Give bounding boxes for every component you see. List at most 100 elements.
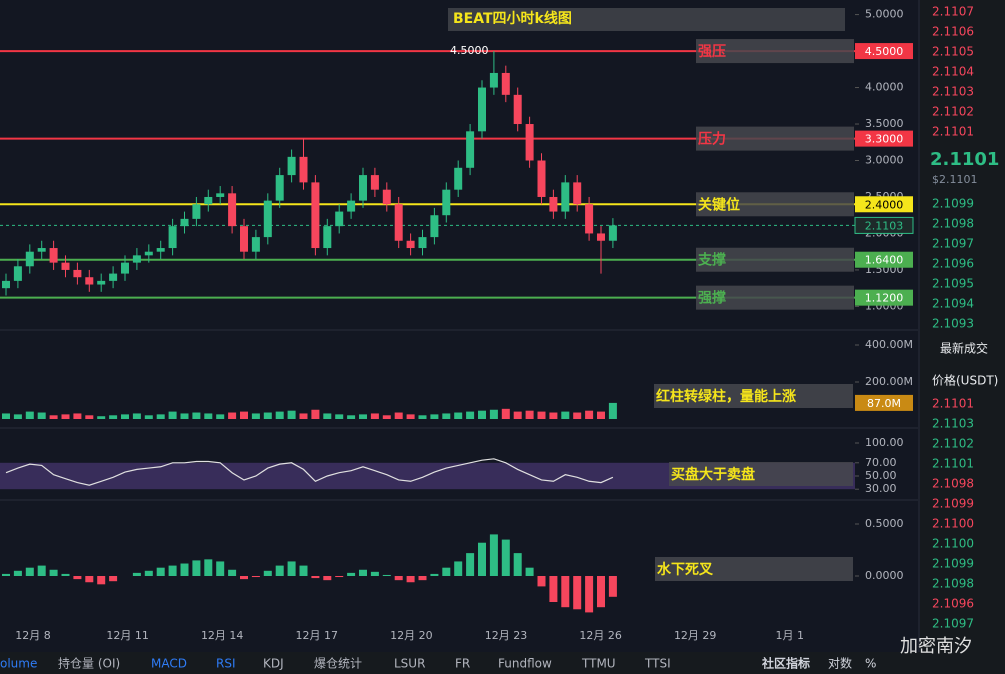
- macd-bar: [466, 553, 475, 576]
- volume-bar: [37, 412, 46, 419]
- bid-price: 2.1094: [932, 297, 974, 311]
- candle-body: [37, 248, 46, 252]
- candle-body: [156, 248, 165, 252]
- volume-bar: [525, 410, 534, 419]
- bid-price: 2.1095: [932, 277, 974, 291]
- volume-bar: [168, 411, 177, 419]
- title-box: [448, 8, 845, 31]
- note-text: 买盘大于卖盘: [671, 466, 755, 483]
- candle-body: [418, 237, 427, 249]
- indicator-tab[interactable]: MACD: [151, 657, 187, 671]
- volume-bar: [61, 414, 70, 419]
- volume-bar: [347, 415, 356, 419]
- y-tick-label: 50.00: [865, 469, 897, 482]
- tool-button[interactable]: 社区指标: [761, 656, 810, 671]
- tool-button[interactable]: 对数: [828, 656, 852, 671]
- trade-price: 2.1097: [932, 617, 974, 631]
- indicator-tab[interactable]: RSI: [216, 657, 236, 671]
- note-box: [654, 384, 853, 408]
- indicator-tab[interactable]: Fundflow: [498, 657, 552, 671]
- trade-price: 2.1099: [932, 497, 974, 511]
- level-name: 支撑: [697, 252, 726, 269]
- volume-bar: [192, 412, 201, 419]
- note-box: [696, 285, 854, 310]
- level-tag: [855, 196, 913, 213]
- indicator-tab[interactable]: KDJ: [263, 657, 284, 671]
- x-tick-label: 1月 1: [776, 629, 805, 642]
- macd-bar: [37, 565, 46, 576]
- level-name: 强压: [698, 44, 726, 60]
- y-tick-label: 400.00M: [865, 338, 913, 351]
- watermark: 加密南汐: [900, 636, 972, 657]
- macd-bar: [442, 567, 451, 576]
- current-price: 2.1101: [930, 149, 999, 170]
- candle-body: [549, 196, 558, 212]
- volume-bar: [275, 411, 284, 419]
- y-tick-label: 0.5000: [865, 517, 904, 530]
- macd-bar: [109, 576, 118, 582]
- volume-bar: [549, 412, 558, 419]
- volume-bar: [73, 413, 82, 419]
- indicator-tab[interactable]: 持仓量 (OI): [58, 656, 120, 671]
- volume-bar: [311, 409, 320, 419]
- candle-body: [85, 277, 94, 285]
- volume-bar: [263, 412, 272, 419]
- volume-bar: [132, 413, 141, 419]
- note-box: [655, 557, 853, 581]
- ask-price: 2.1104: [932, 65, 974, 79]
- indicator-tab[interactable]: TTSI: [644, 657, 671, 671]
- candle-body: [489, 72, 498, 88]
- candle-body: [335, 211, 344, 227]
- last-price-label: 2.1103: [865, 219, 904, 232]
- macd-bar: [406, 576, 415, 583]
- indicator-tab[interactable]: 爆仓统计: [314, 657, 362, 671]
- note-box: [696, 192, 854, 217]
- volume-bar: [418, 415, 427, 419]
- volume-bar: [370, 413, 379, 419]
- level-tag-label: 2.4000: [865, 198, 904, 211]
- volume-bar: [251, 413, 260, 419]
- indicator-tab[interactable]: LSUR: [394, 657, 425, 671]
- candle-body: [263, 200, 272, 238]
- level-name: 关键位: [698, 196, 740, 213]
- macd-bar: [537, 576, 546, 587]
- volume-bar: [121, 414, 129, 419]
- level-tag: [855, 289, 913, 306]
- macd-bar: [335, 576, 344, 578]
- level-tag-label: 1.6400: [865, 254, 904, 267]
- x-tick-label: 12月 26: [579, 629, 622, 642]
- volume-bar: [240, 411, 248, 419]
- note-box: [696, 39, 854, 64]
- candle-body: [359, 175, 367, 201]
- x-tick-label: 12月 14: [201, 629, 244, 642]
- volume-bar: [97, 416, 106, 419]
- candle-body: [478, 87, 486, 132]
- volume-bar: [323, 413, 332, 419]
- y-tick-label: 30.00: [865, 482, 897, 495]
- x-tick-label: 12月 11: [106, 629, 149, 642]
- volume-bar: [466, 411, 475, 419]
- macd-bar: [585, 576, 594, 613]
- macd-bar: [73, 576, 82, 580]
- tool-button[interactable]: %: [865, 657, 876, 671]
- volume-bar: [394, 412, 403, 419]
- x-tick-label: 12月 20: [390, 629, 433, 642]
- macd-bar: [299, 565, 308, 576]
- volume-bar: [597, 411, 605, 419]
- macd-bar: [13, 570, 22, 576]
- last-price-tag: [854, 216, 914, 234]
- indicator-tab[interactable]: FR: [455, 657, 470, 671]
- trades-title: 最新成交: [940, 341, 988, 356]
- note-text: 红柱转绿柱，量能上涨: [656, 388, 796, 405]
- candle-body: [287, 156, 296, 176]
- volume-bar: [180, 413, 189, 419]
- indicator-tab[interactable]: TTMU: [581, 657, 616, 671]
- indicator-tab[interactable]: olume: [0, 657, 37, 671]
- macd-bar: [478, 542, 486, 576]
- candle-body: [49, 248, 58, 263]
- candle-body: [168, 226, 177, 249]
- macd-bar: [454, 561, 463, 576]
- candle-body: [525, 124, 534, 161]
- macd-bar: [85, 576, 94, 583]
- bid-price: 2.1097: [932, 237, 974, 251]
